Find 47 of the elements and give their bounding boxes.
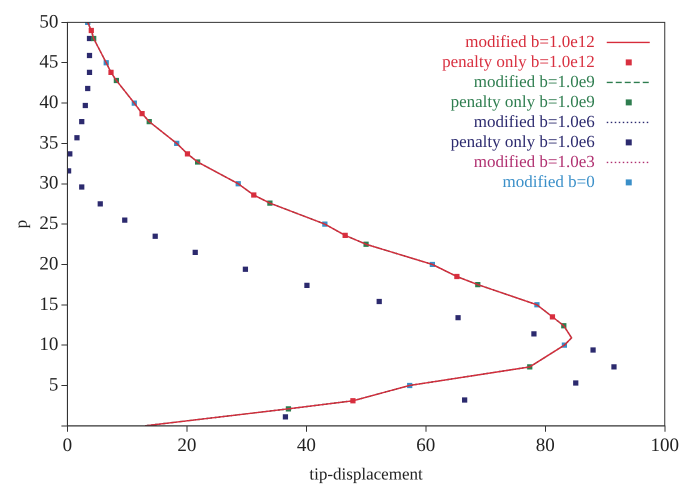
legend-label: modified b=1.0e9: [474, 72, 595, 91]
point: [590, 347, 596, 353]
y-tick-label: 5: [48, 374, 58, 396]
y-tick-label: 50: [39, 11, 58, 32]
legend-label: modified b=0: [502, 172, 595, 191]
point: [152, 234, 158, 239]
point: [74, 135, 80, 140]
y-tick-label: 25: [39, 213, 58, 234]
legend-label: penalty only b=1.0e6: [450, 132, 595, 151]
x-tick-label: 0: [62, 435, 72, 456]
legend-label: modified b=1.0e6: [474, 112, 595, 131]
point: [376, 298, 382, 304]
point: [85, 86, 90, 92]
legend-label: modified b=1.0e3: [474, 152, 595, 171]
y-tick-label: 40: [39, 92, 58, 114]
point: [282, 414, 288, 420]
legend-label: penalty only b=1.0e12: [442, 52, 595, 71]
y-tick-label: 10: [39, 334, 58, 356]
point: [98, 201, 103, 207]
y-tick-label: 35: [39, 132, 58, 154]
point: [531, 331, 537, 336]
point: [86, 52, 92, 58]
point: [304, 282, 310, 288]
point: [573, 380, 578, 386]
legend-label: penalty only b=1.0e9: [450, 92, 595, 111]
x-tick-label: 40: [296, 435, 316, 456]
point: [462, 397, 468, 403]
x-axis-title: tip-displacement: [309, 464, 423, 484]
point: [455, 315, 461, 320]
point: [242, 266, 248, 272]
x-tick-label: 80: [536, 435, 555, 456]
point: [192, 250, 198, 255]
point: [122, 217, 128, 223]
legend-label: modified b=1.0e12: [465, 32, 595, 51]
point: [79, 119, 84, 124]
y-tick-label: 15: [39, 294, 58, 315]
y-tick-label: 30: [39, 172, 58, 194]
point: [611, 364, 617, 370]
y-tick-label: 45: [39, 52, 58, 73]
point: [86, 70, 92, 76]
x-tick-label: 20: [177, 435, 196, 456]
y-tick-label: 20: [39, 253, 58, 274]
y-axis-title: p: [12, 220, 31, 228]
point: [82, 102, 88, 108]
x-tick-label: 100: [650, 435, 679, 456]
x-tick-label: 60: [416, 435, 436, 456]
point: [79, 184, 84, 190]
